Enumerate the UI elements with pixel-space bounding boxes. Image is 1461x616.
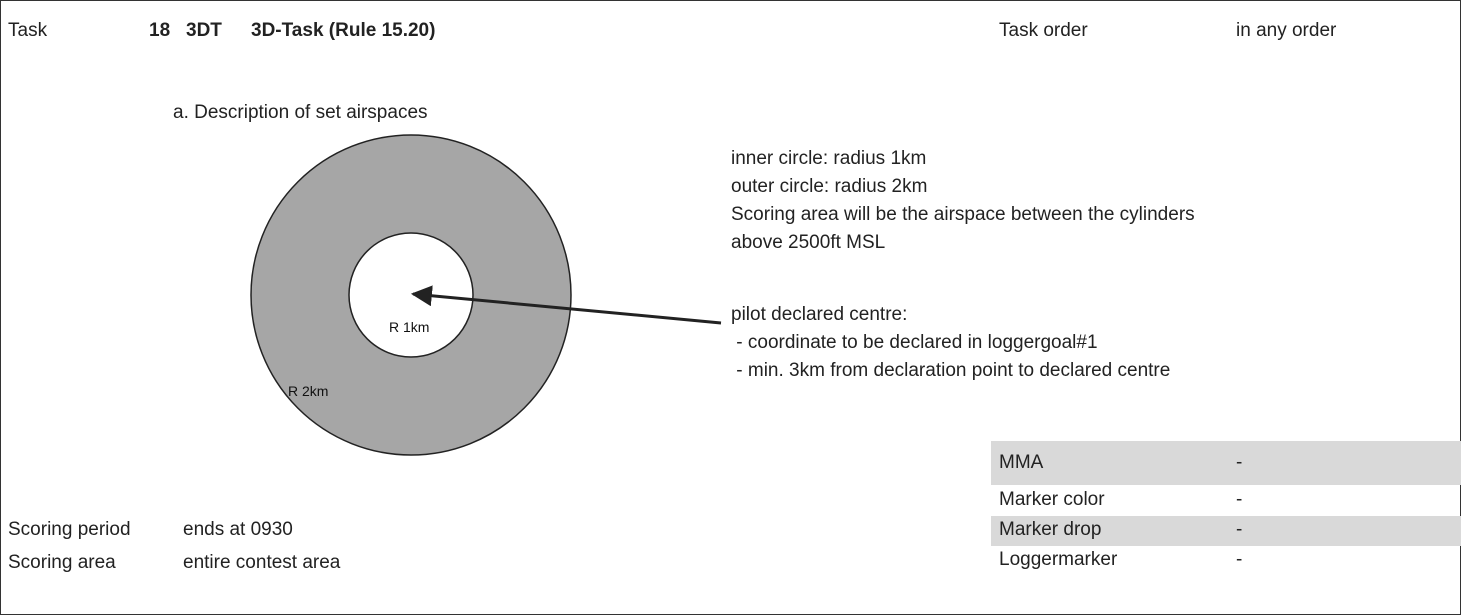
order-value: in any order <box>1236 20 1337 41</box>
section-heading: a. Description of set airspaces <box>173 102 428 123</box>
scoring-value: entire contest area <box>183 552 341 573</box>
outer-label: R 2km <box>288 383 328 399</box>
order-label: Task order <box>999 20 1088 41</box>
scoring-label: Scoring period <box>8 519 131 540</box>
detail-label: Marker color <box>999 489 1105 510</box>
task-code: 3DT <box>186 20 222 41</box>
detail-label: MMA <box>999 452 1044 473</box>
task-label: Task <box>8 20 48 41</box>
pilot-line: - min. 3km from declaration point to dec… <box>731 360 1171 381</box>
detail-value: - <box>1236 549 1243 570</box>
detail-value: - <box>1236 452 1243 473</box>
arrow <box>410 285 722 325</box>
detail-value: - <box>1236 519 1243 540</box>
detail-value: - <box>1236 489 1243 510</box>
inner-circle <box>348 232 474 358</box>
detail-label: Marker drop <box>999 519 1102 540</box>
inner-label: R 1km <box>389 319 429 335</box>
row-band <box>991 516 1461 546</box>
note-line: outer circle: radius 2km <box>731 176 928 197</box>
scoring-label: Scoring area <box>8 552 116 573</box>
detail-label: Loggermarker <box>999 549 1118 570</box>
task-number: 18 <box>149 20 171 41</box>
pilot-line: - coordinate to be declared in loggergoa… <box>731 332 1098 353</box>
task-title: 3D-Task (Rule 15.20) <box>251 20 436 41</box>
row-band <box>991 441 1461 485</box>
note-line: inner circle: radius 1km <box>731 148 927 169</box>
note-line: Scoring area will be the airspace betwee… <box>731 204 1195 225</box>
scoring-value: ends at 0930 <box>183 519 293 540</box>
pilot-line: pilot declared centre: <box>731 304 908 325</box>
note-line: above 2500ft MSL <box>731 232 886 253</box>
